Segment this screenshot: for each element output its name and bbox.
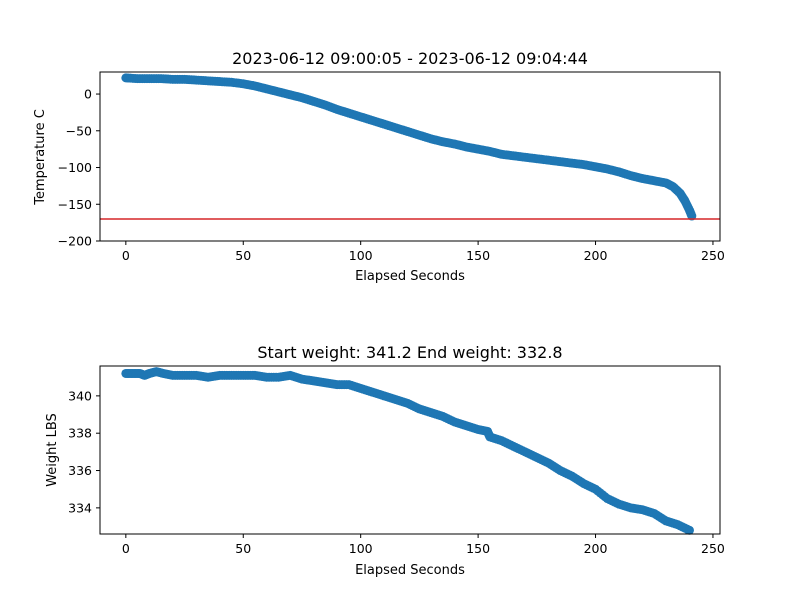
x-tick-label: 150	[466, 248, 490, 263]
y-tick-label: 0	[84, 87, 92, 102]
weight-y-ticks: 334 336 338 340	[68, 388, 100, 515]
weight-y-axis-label: Weight LBS	[45, 413, 60, 487]
x-tick-label: 0	[122, 248, 130, 263]
y-tick-label: 336	[68, 463, 92, 478]
temperature-chart-title: 2023-06-12 09:00:05 - 2023-06-12 09:04:4…	[232, 49, 588, 68]
weight-x-ticks: 0 50 100 150 200 250	[122, 534, 725, 556]
x-tick-label: 150	[466, 541, 490, 556]
x-tick-label: 250	[701, 248, 725, 263]
weight-x-axis-label: Elapsed Seconds	[355, 563, 465, 578]
x-tick-label: 250	[701, 541, 725, 556]
temperature-y-axis-label: Temperature C	[33, 109, 48, 206]
temperature-x-axis-label: Elapsed Seconds	[355, 269, 465, 284]
y-tick-label: −150	[58, 197, 92, 212]
x-tick-label: 200	[584, 541, 608, 556]
temperature-y-ticks: −200 −150 −100 −50 0	[58, 87, 100, 249]
y-tick-label: 334	[68, 500, 92, 515]
y-tick-label: −200	[58, 234, 92, 249]
data-point	[684, 525, 694, 535]
y-tick-label: −50	[66, 123, 92, 138]
temperature-plot-frame	[99, 71, 721, 242]
weight-chart: Start weight: 341.2 End weight: 332.8 0 5…	[45, 343, 725, 578]
weight-chart-title: Start weight: 341.2 End weight: 332.8	[257, 343, 562, 362]
x-tick-label: 50	[235, 248, 251, 263]
temperature-x-ticks: 0 50 100 150 200 250	[122, 241, 725, 263]
y-tick-label: −100	[58, 160, 92, 175]
weight-points	[121, 367, 694, 535]
temperature-points	[121, 73, 697, 221]
x-tick-label: 100	[349, 248, 373, 263]
weight-plot-frame	[99, 365, 721, 535]
x-tick-label: 100	[349, 541, 373, 556]
y-tick-label: 338	[68, 426, 92, 441]
y-tick-label: 340	[68, 388, 92, 403]
x-tick-label: 0	[122, 541, 130, 556]
x-tick-label: 200	[584, 248, 608, 263]
x-tick-label: 50	[235, 541, 251, 556]
temperature-chart: 2023-06-12 09:00:05 - 2023-06-12 09:04:4…	[33, 49, 725, 284]
